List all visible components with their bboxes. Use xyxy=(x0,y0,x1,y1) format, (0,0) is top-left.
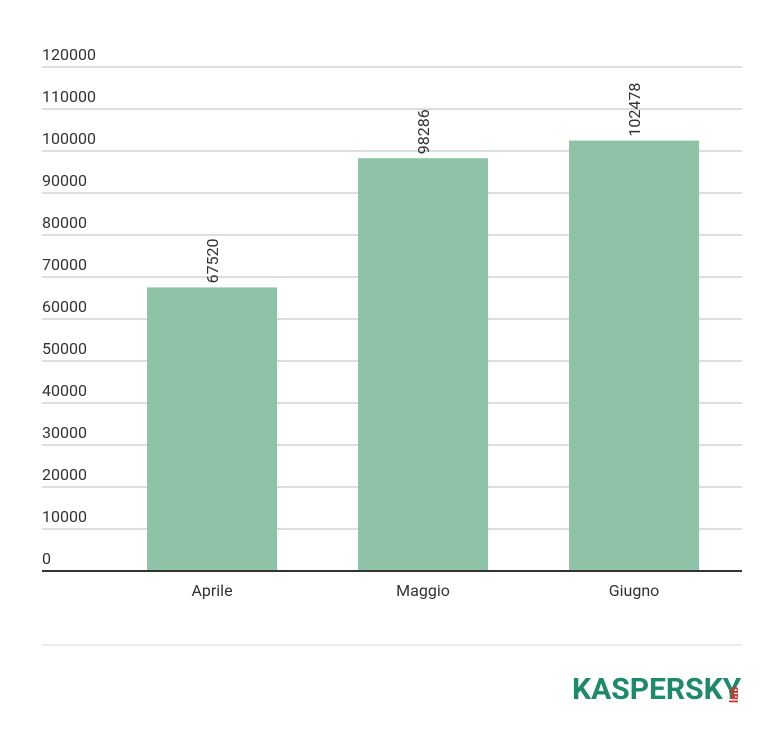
bar xyxy=(569,140,699,571)
y-tick-label: 120000 xyxy=(42,45,96,64)
value-label: 102478 xyxy=(625,83,644,137)
y-tick-label: 100000 xyxy=(42,129,96,148)
y-tick-label: 70000 xyxy=(42,255,87,274)
y-tick-label: 30000 xyxy=(42,423,87,442)
y-tick-label: 60000 xyxy=(42,297,87,316)
value-label: 98286 xyxy=(414,109,433,154)
logo-suffix: lab xyxy=(727,686,741,703)
bar xyxy=(147,287,277,571)
y-tick-label: 20000 xyxy=(42,465,87,484)
y-tick-label: 110000 xyxy=(42,87,96,106)
y-tick-label: 50000 xyxy=(42,339,87,358)
x-tick-label: Giugno xyxy=(609,581,660,600)
value-label: 67520 xyxy=(203,238,222,283)
bar xyxy=(358,158,488,572)
y-tick-label: 10000 xyxy=(42,507,87,526)
y-tick-label: 0 xyxy=(42,549,51,568)
x-tick-label: Maggio xyxy=(396,581,450,600)
y-tick-label: 80000 xyxy=(42,213,87,232)
y-tick-label: 90000 xyxy=(42,171,87,190)
y-tick-label: 40000 xyxy=(42,381,87,400)
x-tick-label: Aprile xyxy=(191,581,232,600)
logo-name: KASPERSKY xyxy=(572,672,742,707)
